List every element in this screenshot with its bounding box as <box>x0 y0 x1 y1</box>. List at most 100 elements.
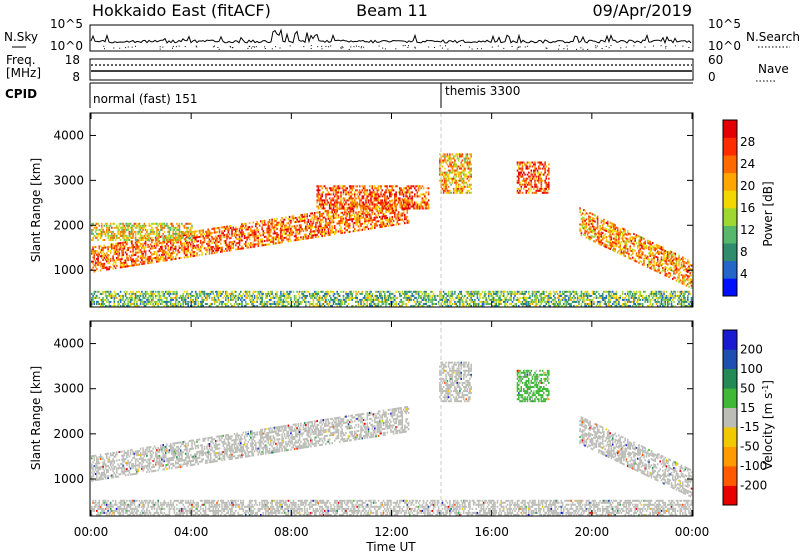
echo-cell <box>689 264 692 266</box>
echo-cell <box>404 204 406 206</box>
echo-cell <box>358 189 361 192</box>
echo-cell <box>178 224 181 227</box>
echo-cell <box>667 263 669 266</box>
echo-cell <box>348 195 351 198</box>
echo-cell <box>124 298 127 301</box>
echo-cell <box>360 205 362 208</box>
echo-cell <box>328 205 331 208</box>
echo-cell <box>317 296 320 299</box>
echo-cell <box>585 236 588 239</box>
echo-cell <box>117 303 119 305</box>
echo-cell <box>414 187 416 190</box>
echo-cell <box>112 234 114 237</box>
echo-cell <box>643 247 645 250</box>
echo-cell <box>117 256 119 259</box>
echo-cell <box>682 256 684 259</box>
echo-cell <box>241 294 243 297</box>
echo-cell <box>684 267 687 270</box>
echo-cell <box>171 224 173 227</box>
echo-cell <box>441 161 444 164</box>
echo-cell <box>641 245 644 248</box>
echo-cell <box>340 197 342 200</box>
noise-dot <box>310 45 312 47</box>
echo-cell <box>161 245 163 248</box>
echo-cell <box>287 240 290 243</box>
echo-cell <box>272 296 275 299</box>
echo-cell <box>394 197 396 200</box>
echo-cell <box>675 271 678 274</box>
echo-cell <box>625 239 628 242</box>
echo-cell <box>457 187 460 190</box>
noise-dot <box>644 46 646 48</box>
echo-cell <box>519 183 521 186</box>
echo-cell <box>117 244 119 247</box>
echo-cell <box>99 269 102 272</box>
echo-cell <box>94 262 97 265</box>
echo-cell <box>202 305 204 307</box>
echo-cell <box>171 254 173 257</box>
echo-cell <box>365 199 367 202</box>
echo-cell <box>230 292 232 295</box>
echo-cell <box>142 244 144 247</box>
echo-cell <box>672 277 674 280</box>
echo-cell <box>341 219 343 222</box>
echo-cell <box>131 236 133 239</box>
echo-cell <box>470 167 472 170</box>
echo-cell <box>447 189 450 192</box>
echo-cell <box>293 227 296 230</box>
echo-cell <box>584 219 586 222</box>
echo-cell <box>407 219 410 222</box>
echo-cell <box>102 305 104 307</box>
echo-cell <box>305 233 307 236</box>
echo-cell <box>161 224 163 227</box>
echo-cell <box>194 298 197 301</box>
echo-cell <box>147 239 149 241</box>
echo-cell <box>167 246 169 249</box>
noise-dot <box>382 47 384 49</box>
echo-cell <box>626 238 629 241</box>
echo-cell <box>342 199 345 202</box>
echo-cell <box>306 215 308 218</box>
echo-cell <box>178 300 181 303</box>
echo-cell <box>620 237 623 240</box>
echo-cell <box>395 203 397 206</box>
echo-cell <box>199 235 202 238</box>
echo-cell <box>172 226 174 229</box>
echo-cell <box>169 258 172 261</box>
echo-cell <box>376 197 379 200</box>
echo-cell <box>218 226 221 229</box>
echo-cell <box>143 222 146 225</box>
echo-cell <box>186 230 188 233</box>
echo-cell <box>213 229 216 232</box>
echo-cell <box>139 261 142 264</box>
echo-cell <box>247 236 250 239</box>
echo-cell <box>406 191 409 194</box>
echo-cell <box>351 210 353 213</box>
echo-cell <box>97 263 99 266</box>
echo-cell <box>112 222 114 225</box>
echo-cell <box>340 218 342 220</box>
echo-cell <box>232 305 235 307</box>
echo-cell <box>255 225 257 228</box>
echo-cell <box>450 171 452 174</box>
echo-cell <box>183 248 186 251</box>
echo-cell <box>624 228 626 231</box>
echo-cell <box>260 290 262 293</box>
echo-cell <box>312 298 315 301</box>
echo-cell <box>589 236 591 239</box>
echo-cell <box>93 250 96 253</box>
echo-cell <box>277 239 280 242</box>
echo-cell <box>375 205 377 208</box>
echo-cell <box>346 206 348 209</box>
echo-cell <box>134 294 137 297</box>
echo-cell <box>252 292 255 295</box>
echo-cell <box>598 230 600 233</box>
echo-cell <box>171 239 173 241</box>
echo-cell <box>419 195 421 198</box>
echo-cell <box>217 294 220 297</box>
echo-cell <box>191 247 193 250</box>
echo-cell <box>381 225 384 228</box>
echo-cell <box>191 231 193 233</box>
echo-cell <box>345 203 347 206</box>
echo-cell <box>198 254 201 257</box>
